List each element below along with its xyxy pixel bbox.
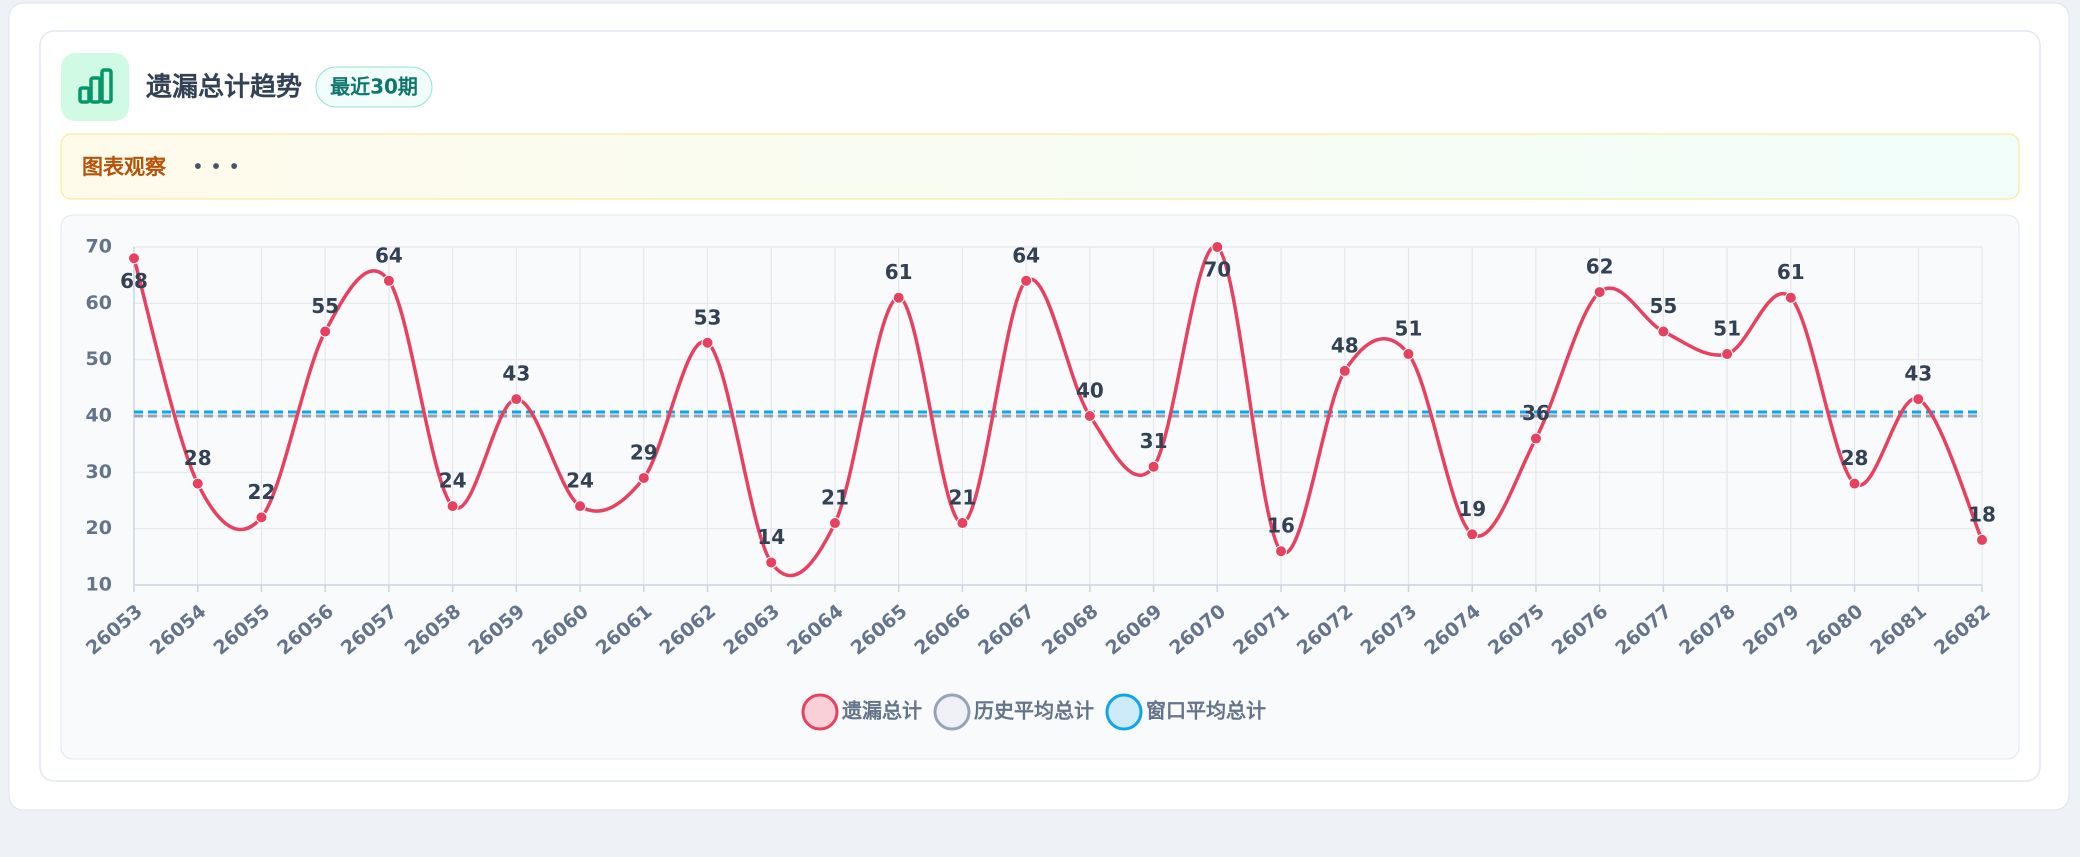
data-point <box>892 291 905 304</box>
data-point <box>319 325 332 338</box>
data-label: 21 <box>821 486 849 510</box>
data-label: 24 <box>566 469 594 493</box>
data-point <box>1147 460 1160 473</box>
data-point <box>1848 477 1861 490</box>
y-tick-label: 60 <box>86 292 112 314</box>
data-label: 51 <box>1713 317 1741 341</box>
legend-swatch <box>1105 693 1143 731</box>
observation-bar[interactable] <box>60 133 2020 200</box>
data-label: 62 <box>1586 255 1614 279</box>
data-label: 22 <box>248 480 276 504</box>
data-label: 40 <box>1076 379 1104 403</box>
data-point <box>1721 348 1734 361</box>
data-point <box>765 556 778 569</box>
data-point <box>1657 325 1670 338</box>
data-label: 43 <box>1904 362 1932 386</box>
data-point <box>828 517 841 530</box>
data-point <box>1402 348 1415 361</box>
data-point <box>510 393 523 406</box>
data-point <box>1912 393 1925 406</box>
y-tick-label: 20 <box>86 517 112 539</box>
data-point <box>1083 410 1096 422</box>
data-label: 28 <box>184 446 212 470</box>
data-point <box>956 517 969 530</box>
data-point <box>128 252 140 265</box>
data-point <box>637 471 650 484</box>
data-point <box>1338 364 1351 377</box>
data-label: 21 <box>948 486 976 510</box>
card-title: 遗漏总计趋势 <box>146 73 302 103</box>
data-point <box>446 500 459 513</box>
data-label: 29 <box>630 440 658 464</box>
data-point <box>1020 274 1033 287</box>
badge-text: 最近30期 <box>330 75 418 99</box>
data-label: 61 <box>885 260 913 284</box>
y-tick-label: 30 <box>86 461 112 483</box>
data-label: 31 <box>1140 429 1168 453</box>
data-label: 48 <box>1331 333 1359 357</box>
legend-label: 窗口平均总计 <box>1146 699 1266 723</box>
legend-label: 遗漏总计 <box>841 699 922 723</box>
data-point <box>1593 286 1606 299</box>
data-point <box>1211 241 1224 253</box>
legend: 遗漏总计 历史平均总计 窗口平均总计 <box>801 693 1266 731</box>
data-label: 14 <box>757 525 785 549</box>
chart-icon <box>78 68 113 104</box>
y-tick-label: 10 <box>86 574 112 596</box>
data-point <box>191 477 204 490</box>
data-point <box>1466 528 1479 541</box>
data-label: 28 <box>1841 446 1869 470</box>
data-label: 64 <box>375 243 403 267</box>
series-line <box>132 244 1984 578</box>
data-label: 16 <box>1267 514 1295 538</box>
data-label: 55 <box>311 294 339 318</box>
data-label: 18 <box>1968 502 1996 526</box>
data-label: 70 <box>1203 258 1231 282</box>
observation-dots[interactable]: • • • <box>192 155 240 179</box>
legend-swatch <box>801 693 839 731</box>
data-point <box>1976 533 1988 546</box>
data-point <box>701 336 714 349</box>
data-point <box>1784 291 1797 304</box>
badge <box>315 66 433 108</box>
y-tick-label: 70 <box>86 236 112 258</box>
data-label: 19 <box>1458 497 1486 521</box>
data-point <box>574 500 587 513</box>
legend-label: 历史平均总计 <box>974 699 1094 723</box>
y-tick-label: 40 <box>86 405 112 427</box>
data-label: 64 <box>1012 243 1040 267</box>
data-label: 61 <box>1777 260 1805 284</box>
icon-box <box>61 53 129 121</box>
data-label: 55 <box>1649 294 1677 318</box>
data-point <box>1275 545 1288 558</box>
y-tick-label: 50 <box>86 348 112 370</box>
data-point <box>1529 432 1542 445</box>
data-label: 68 <box>120 269 148 293</box>
observation-label: 图表观察 <box>82 155 167 179</box>
legend-swatch <box>933 693 971 731</box>
data-label: 24 <box>439 469 467 493</box>
data-label: 53 <box>694 305 722 329</box>
data-point <box>382 274 395 287</box>
data-label: 51 <box>1395 317 1423 341</box>
chart-panel <box>60 214 2020 760</box>
data-label: 36 <box>1522 401 1550 425</box>
data-point <box>255 511 268 524</box>
data-label: 43 <box>502 362 530 386</box>
